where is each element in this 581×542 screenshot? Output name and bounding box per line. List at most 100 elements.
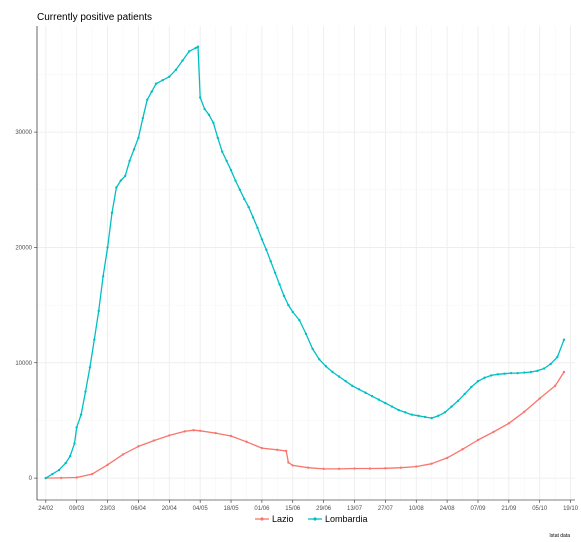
data-point-lombardia — [390, 405, 394, 408]
data-point-lazio — [276, 448, 279, 452]
data-point-lombardia — [476, 380, 480, 383]
data-point-lombardia — [437, 414, 440, 418]
data-point-lazio — [214, 431, 217, 435]
data-point-lombardia — [203, 107, 206, 111]
data-point-lombardia — [311, 347, 314, 351]
data-point-lombardia — [456, 399, 460, 403]
x-tick-label: 27/07 — [378, 506, 394, 512]
data-point-lombardia — [423, 415, 427, 419]
data-point-lazio — [461, 448, 464, 451]
data-point-lazio — [415, 465, 418, 468]
data-point-lombardia — [229, 168, 233, 172]
data-point-lombardia — [273, 271, 277, 275]
x-tick-label: 04/05 — [193, 506, 209, 512]
data-point-lazio — [152, 439, 156, 442]
data-point-lazio — [106, 463, 109, 467]
data-point-lombardia — [304, 332, 308, 336]
x-tick-label: 24/08 — [440, 506, 456, 512]
x-tick-label: 09/03 — [69, 506, 85, 512]
data-point-lombardia — [417, 414, 420, 418]
data-point-lombardia — [556, 355, 559, 359]
data-point-lazio — [287, 461, 290, 464]
data-point-lombardia — [516, 371, 519, 375]
data-point-lombardia — [207, 113, 211, 117]
y-tick-label: 20000 — [15, 245, 32, 251]
data-point-lombardia — [88, 366, 92, 369]
x-tick-label: 21/09 — [501, 506, 517, 512]
x-tick-label: 07/09 — [470, 506, 486, 512]
legend-key-point-lombardia — [313, 517, 317, 521]
data-point-lombardia — [225, 159, 228, 163]
data-point-lombardia — [496, 373, 500, 376]
data-point-lazio — [384, 467, 387, 470]
data-point-lazio — [399, 466, 403, 469]
y-tick-label: 30000 — [15, 130, 32, 136]
data-point-lombardia — [68, 454, 72, 458]
chart-caption: Istat data — [549, 533, 570, 539]
x-tick-label: 24/02 — [38, 506, 54, 512]
data-point-lazio — [562, 370, 566, 374]
data-point-lombardia — [298, 318, 301, 322]
data-point-lombardia — [106, 246, 109, 249]
data-point-lombardia — [84, 390, 87, 393]
data-point-lombardia — [119, 179, 122, 182]
data-point-lazio — [60, 476, 63, 480]
data-point-lombardia — [503, 372, 506, 375]
legend-label-lazio: Lazio — [272, 514, 294, 524]
data-point-lazio — [538, 397, 541, 400]
data-point-lombardia — [243, 197, 246, 201]
legend-label-lombardia: Lombardia — [325, 514, 368, 524]
data-point-lombardia — [265, 248, 268, 251]
data-point-lazio — [75, 476, 78, 479]
data-point-lombardia — [161, 79, 164, 82]
data-point-lazio — [137, 445, 140, 448]
data-point-lombardia — [282, 294, 286, 298]
data-point-lombardia — [318, 358, 321, 361]
data-point-lombardia — [221, 150, 224, 153]
data-point-lazio — [322, 467, 325, 471]
y-tick-label: 0 — [29, 476, 33, 482]
data-point-lombardia — [64, 461, 67, 465]
data-point-lombardia — [269, 260, 272, 263]
y-tick-label: 10000 — [15, 361, 32, 367]
data-point-lombardia — [450, 405, 453, 408]
data-point-lazio — [337, 467, 341, 471]
data-point-lombardia — [404, 411, 407, 414]
data-point-lombardia — [331, 370, 334, 374]
legend: Lazio Lombardia — [255, 514, 368, 524]
x-tick-label: 20/04 — [162, 506, 178, 512]
data-point-lombardia — [251, 216, 255, 219]
data-point-lombardia — [75, 426, 78, 429]
data-point-lazio — [523, 410, 526, 413]
data-point-lazio — [168, 434, 171, 437]
data-point-lombardia — [370, 395, 374, 398]
data-point-lombardia — [291, 310, 294, 314]
axes: 24/02 09/03 23/03 06/04 20/04 04/05 18/05 01/06… — [15, 26, 579, 512]
data-point-lombardia — [234, 179, 237, 182]
data-point-lazio — [492, 430, 495, 434]
data-point-lombardia — [97, 309, 100, 313]
data-point-lombardia — [536, 369, 539, 373]
data-point-lazio — [476, 438, 480, 442]
data-point-lombardia — [196, 45, 200, 48]
data-point-lazio — [553, 384, 557, 388]
data-point-lombardia — [141, 117, 145, 120]
data-point-lombardia — [187, 50, 191, 53]
data-point-lombardia — [174, 68, 178, 72]
data-point-lazio — [183, 430, 186, 433]
data-point-lombardia — [44, 476, 48, 480]
x-tick-label: 19/10 — [563, 506, 579, 512]
data-point-lazio — [368, 467, 372, 470]
data-point-lazio — [192, 429, 195, 432]
data-point-lombardia — [137, 136, 140, 140]
data-point-lombardia — [198, 96, 202, 99]
x-tick-label: 18/05 — [224, 506, 240, 512]
grid-lines — [37, 26, 575, 500]
data-point-lombardia — [463, 392, 466, 396]
series-points — [44, 45, 566, 480]
data-point-lombardia — [128, 159, 131, 163]
data-point-lombardia — [51, 472, 54, 476]
data-point-lombardia — [101, 275, 105, 278]
data-point-lombardia — [132, 148, 136, 151]
